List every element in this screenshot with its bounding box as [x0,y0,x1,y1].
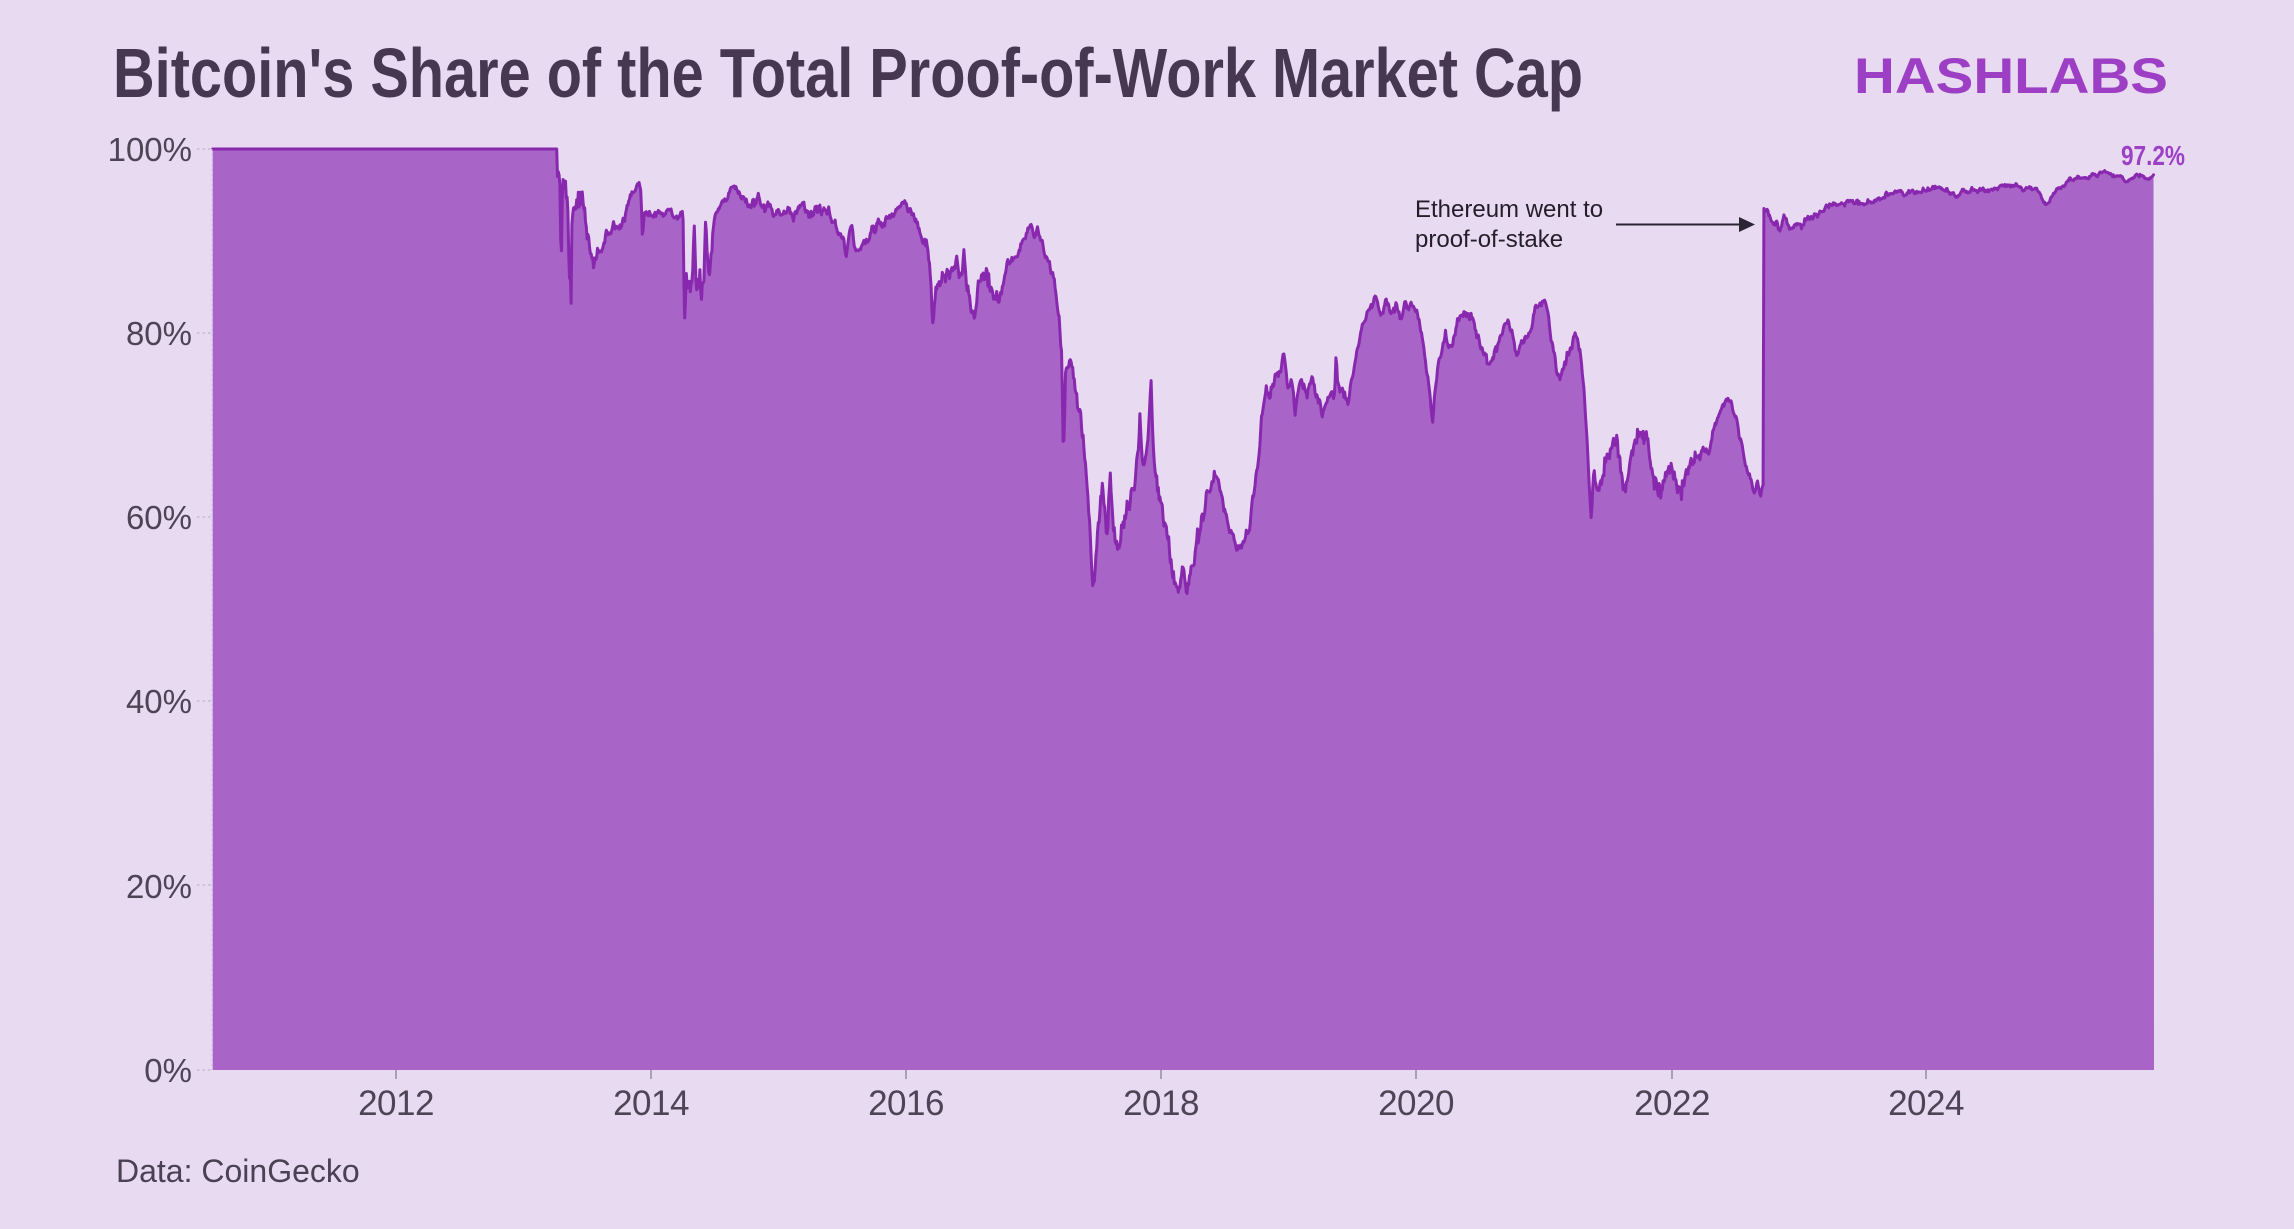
svg-text:2024: 2024 [1888,1084,1964,1123]
svg-text:60%: 60% [126,499,192,536]
svg-text:40%: 40% [126,683,192,720]
svg-text:2016: 2016 [868,1084,944,1123]
svg-text:HASHLABS: HASHLABS [1854,48,2168,104]
svg-text:Data: CoinGecko: Data: CoinGecko [116,1153,360,1189]
svg-text:97.2%: 97.2% [2121,140,2185,171]
svg-text:proof-of-stake: proof-of-stake [1415,226,1563,253]
svg-text:2012: 2012 [358,1084,434,1123]
svg-text:20%: 20% [126,868,192,905]
svg-text:80%: 80% [126,315,192,352]
svg-text:2018: 2018 [1123,1084,1199,1123]
svg-text:0%: 0% [144,1052,192,1089]
svg-text:2022: 2022 [1634,1084,1710,1123]
svg-text:2014: 2014 [613,1084,689,1123]
svg-text:2020: 2020 [1378,1084,1454,1123]
svg-text:Bitcoin's Share of the Total P: Bitcoin's Share of the Total Proof-of-Wo… [113,34,1583,112]
svg-text:100%: 100% [108,131,192,168]
svg-text:Ethereum went to: Ethereum went to [1415,196,1603,223]
